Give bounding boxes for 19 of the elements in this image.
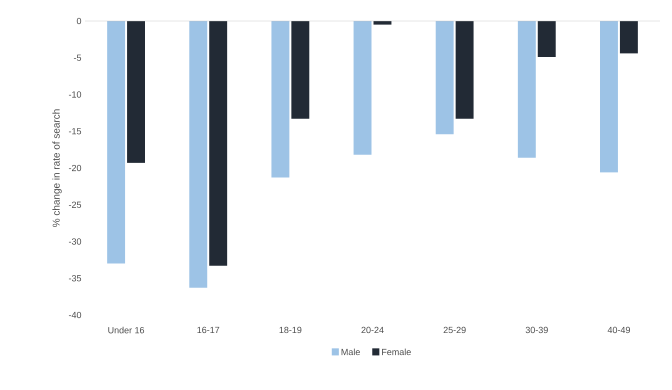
y-tick-label: -10: [68, 91, 82, 98]
y-tick-label: -30: [68, 238, 82, 245]
legend-label: Male: [342, 348, 360, 356]
x-tick-label: Under 16: [108, 326, 144, 334]
y-tick-label: -15: [68, 128, 82, 134]
x-tick-label: 16-17: [197, 326, 220, 334]
x-tick-label: 30-39: [526, 326, 548, 334]
x-tick-label: 20-24: [361, 326, 384, 334]
x-tick-label: 25-29: [444, 326, 466, 334]
y-tick-label: -20: [68, 164, 82, 172]
y-tick-label: -40: [68, 312, 82, 318]
x-tick-label: 18-19: [280, 326, 302, 334]
y-axis-title: % change in rate of search: [52, 109, 62, 227]
y-tick-label: -35: [68, 275, 82, 282]
y-tick-label: -5: [74, 54, 82, 61]
x-tick-label: 40-49: [608, 326, 630, 334]
legend-label: Female: [382, 348, 411, 356]
y-tick-label: 0: [76, 18, 82, 24]
y-tick-label: -25: [68, 202, 82, 208]
